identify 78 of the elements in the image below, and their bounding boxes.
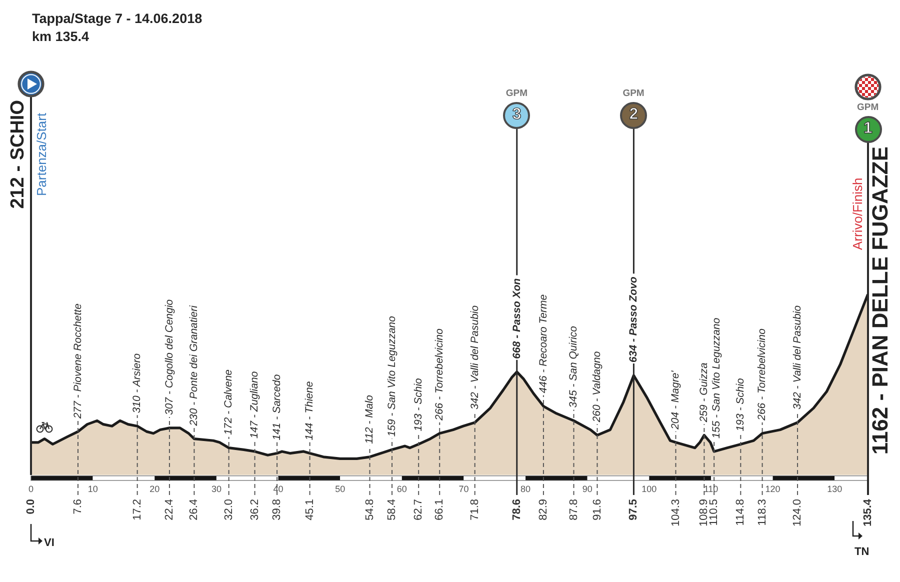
text: 3 [512, 106, 522, 123]
ref-line-label: 634 - Passo Zovo [628, 276, 640, 362]
x2-tick-label: 39.8 [271, 499, 284, 520]
x2-tick-label: 124.0 [792, 499, 804, 527]
ref-line-label: 266 - Torrebelvicino [434, 328, 446, 422]
x-tick-label: 130 [827, 484, 842, 494]
text: 2 [629, 106, 638, 123]
x2-tick-label: 110.5 [708, 499, 720, 526]
ref-line-label: 193 - Schio [412, 378, 425, 432]
ref-line-label: 147 - Zugliano [248, 371, 261, 438]
x2-tick-label: 66.1 [434, 499, 446, 520]
ref-line-label: 141 - Sarcedo [270, 374, 283, 440]
text: VI [44, 536, 54, 548]
ref-line-label: 277 - Piovene Rocchette [72, 303, 84, 420]
x-tick-label: 30 [211, 484, 222, 494]
text: GPM [622, 88, 644, 99]
x2-tick-label: 87.8 [568, 499, 580, 520]
x-tick-label: 70 [458, 484, 469, 494]
ref-line-label: 266 - Torrebelvicino [756, 328, 768, 422]
x2-tick-label: 45.1 [304, 499, 316, 520]
ref-line-label: 193 - Schio [734, 378, 747, 432]
x-tick-label: 60 [396, 484, 407, 494]
x2-tick-label: 17.2 [131, 499, 144, 520]
x2-tick-label: 135.4 [862, 498, 874, 527]
x-tick-label: 40 [273, 484, 284, 494]
x-tick-label: 90 [582, 484, 592, 494]
text: 1 [864, 120, 872, 137]
x2-tick-label: 78.6 [510, 499, 523, 520]
x-tick-label: 80 [520, 484, 531, 494]
ref-line-label: 212 - SCHIO [8, 100, 29, 209]
x2-tick-label: 36.2 [248, 499, 261, 520]
x2-tick-label: 0.0 [25, 499, 38, 514]
x2-tick-label: 22.4 [164, 499, 176, 520]
x2-tick-label: 108.9 [698, 499, 710, 527]
text: Partenza/Start [34, 112, 49, 196]
x2-tick-label: 71.8 [468, 499, 481, 520]
ref-line-label: 155 - San Vito Leguzzano [710, 318, 723, 438]
x-tick-label: 10 [88, 484, 98, 494]
x-tick-label: 120 [765, 484, 780, 494]
ref-line-label: 307 - Cogollo del Cengio [163, 299, 176, 415]
ref-line-label: 172 - Calvene [222, 369, 235, 435]
ref-line-label: 446 - Recoaro Terme [537, 294, 550, 394]
x-tick-label: 0 [28, 484, 34, 494]
x-tick-label: 50 [335, 484, 346, 494]
x-tick-label: 100 [642, 484, 657, 494]
ref-line-label: 204 - Magre' [670, 370, 682, 430]
x2-tick-label: 97.5 [628, 499, 640, 520]
ref-line-label: 259 - Guizza [698, 362, 710, 424]
x-tick-label: 110 [704, 484, 718, 494]
text: GPM [857, 102, 879, 113]
ref-line-label: 310 - Arsiero [131, 353, 144, 414]
ref-line-label: 144 - Thiene [304, 381, 316, 440]
x2-tick-label: 104.3 [670, 499, 682, 527]
ref-line-label: 260 - Valdagno [591, 351, 604, 424]
x2-tick-label: 26.4 [188, 499, 200, 520]
ref-line-label: 1162 - PIAN DELLE FUGAZZE [868, 146, 893, 455]
x-tick-label: 20 [150, 484, 160, 494]
text: GPM [506, 88, 528, 99]
chart-subtitle: km 135.4 [32, 29, 90, 44]
ref-line-label: 345 - San Quirico [568, 326, 580, 408]
ref-line-label: 230 - Ponte dei Granatieri [188, 304, 200, 427]
text: TN [854, 546, 870, 558]
ref-line-label: 668 - Passo Xon [510, 278, 523, 359]
chart-title: Tappa/Stage 7 - 14.06.2018 [32, 11, 202, 26]
ref-line-label: 342 - Valli del Pasubio [791, 305, 804, 410]
x2-tick-label: 32.0 [222, 499, 235, 520]
ref-line-label: 112 - Malo [364, 394, 376, 444]
x2-tick-label: 62.7 [412, 499, 425, 520]
ref-line-label: 159 - San Vito Leguzzano [386, 316, 398, 437]
x2-tick-label: 58.4 [386, 499, 398, 520]
x2-tick-label: 91.6 [591, 499, 604, 520]
ref-line-label: 342 - Valli del Pasubio [468, 305, 481, 410]
x2-tick-label: 114.8 [734, 499, 747, 526]
text: Arrivo/Finish [850, 178, 864, 250]
x2-tick-label: 82.9 [537, 499, 550, 520]
x2-tick-label: 7.6 [72, 499, 84, 514]
x2-tick-label: 118.3 [756, 499, 768, 526]
x2-tick-label: 54.8 [364, 499, 376, 520]
